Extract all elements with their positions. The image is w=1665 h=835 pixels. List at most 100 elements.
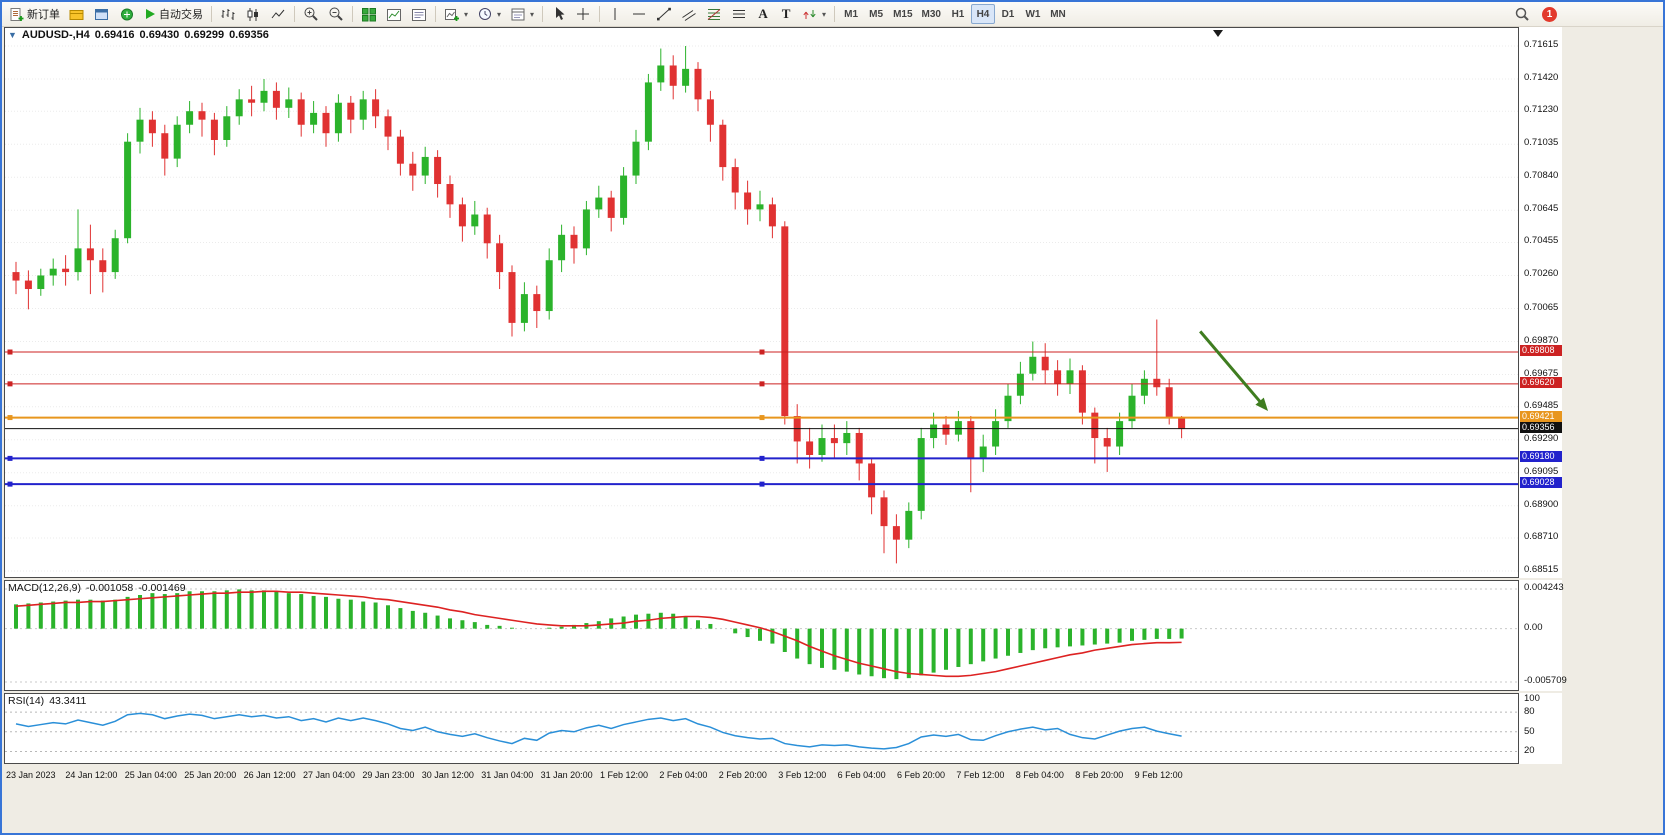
- line-handle[interactable]: [759, 415, 765, 421]
- rsi-panel: RSI(14) 43.3411 100 80 50 20: [4, 693, 1562, 764]
- candle-body: [855, 432, 863, 464]
- cursor-button[interactable]: [547, 4, 570, 24]
- line-handle[interactable]: [7, 381, 13, 387]
- timeframe-d1-button[interactable]: D1: [996, 4, 1020, 24]
- data-window-button[interactable]: [115, 4, 139, 24]
- candlestick-chart-button[interactable]: [241, 4, 265, 24]
- candle-body: [223, 116, 231, 140]
- equidistant-channel-button[interactable]: [677, 4, 701, 24]
- line-handle[interactable]: [759, 455, 765, 461]
- zoom-out-icon: [329, 7, 343, 21]
- candle-body: [520, 294, 528, 323]
- trend-arrow-line[interactable]: [1199, 330, 1264, 406]
- candle-body: [942, 424, 950, 435]
- dropdown-caret-icon: ▾: [497, 9, 502, 19]
- time-axis-label: 2 Feb 20:00: [718, 770, 767, 780]
- bar-chart-button[interactable]: [216, 4, 240, 24]
- macd-chart-svg[interactable]: [5, 581, 1518, 690]
- trend-arrow-head: [1255, 397, 1269, 412]
- candle-body: [111, 238, 119, 273]
- line-handle[interactable]: [7, 415, 13, 421]
- line-handle[interactable]: [759, 381, 765, 387]
- candlestick-chart-icon: [247, 7, 258, 21]
- timeframe-m15-button[interactable]: M15: [889, 4, 916, 24]
- macd-axis-label: 0.004243: [1524, 582, 1564, 593]
- candle-body: [186, 111, 194, 125]
- line-chart-button[interactable]: [266, 4, 290, 24]
- price-axis-label: 0.69095: [1524, 465, 1559, 477]
- profiles-button[interactable]: [65, 4, 89, 24]
- timeframe-h1-button[interactable]: H1: [946, 4, 970, 24]
- rsi-axis-label: 100: [1524, 693, 1540, 704]
- candle-body: [347, 102, 355, 120]
- candle-body: [868, 463, 876, 498]
- trendline-button[interactable]: [652, 4, 676, 24]
- auto-trading-button[interactable]: 自动交易: [140, 4, 207, 24]
- time-axis-label: 2 Feb 04:00: [659, 770, 708, 780]
- dropdown-caret-icon: ▾: [464, 9, 469, 19]
- candle-body: [12, 272, 20, 281]
- price-axis-label: 0.69675: [1524, 367, 1559, 379]
- scroll-to-end-marker[interactable]: [1213, 30, 1223, 37]
- timeframe-m5-button[interactable]: M5: [864, 4, 888, 24]
- zoom-in-button[interactable]: [299, 4, 323, 24]
- horizontal-line-button[interactable]: [627, 4, 651, 24]
- candle-body: [706, 99, 714, 125]
- candle-body: [359, 99, 367, 120]
- zoom-in-icon: [304, 7, 318, 21]
- rsi-plot-area[interactable]: [4, 693, 1519, 764]
- time-axis-label: 31 Jan 04:00: [481, 770, 534, 780]
- price-axis-label: 0.68515: [1524, 564, 1559, 575]
- rsi-chart-svg[interactable]: [5, 694, 1518, 763]
- line-handle[interactable]: [759, 349, 765, 355]
- market-watch-button[interactable]: [90, 4, 114, 24]
- time-axis[interactable]: 23 Jan 2023 24 Jan 12:00 25 Jan 04:00 25 Ja…: [4, 766, 1562, 785]
- new-indicator-window-button[interactable]: [382, 4, 406, 24]
- candle-body: [545, 260, 553, 312]
- templates-button[interactable]: ▾: [506, 4, 538, 24]
- text-label-button[interactable]: T: [775, 4, 797, 24]
- line-handle[interactable]: [7, 481, 13, 487]
- line-handle[interactable]: [7, 455, 13, 461]
- arrows-button[interactable]: ▾: [798, 4, 830, 24]
- time-axis-label: 7 Feb 12:00: [956, 770, 1005, 780]
- tile-windows-button[interactable]: [357, 4, 381, 24]
- timeframe-m1-button[interactable]: M1: [839, 4, 863, 24]
- candle-body: [483, 214, 491, 244]
- ohlc-high: 0.69430: [139, 29, 180, 41]
- timeframe-mn-button[interactable]: MN: [1046, 4, 1070, 24]
- time-axis-label: 8 Feb 04:00: [1015, 770, 1064, 780]
- new-chart-button[interactable]: ▾: [440, 4, 472, 24]
- crosshair-button[interactable]: [571, 4, 595, 24]
- line-handle[interactable]: [759, 481, 765, 487]
- fibonacci-button[interactable]: [702, 4, 726, 24]
- candle-body: [409, 163, 417, 176]
- candle-body: [161, 133, 169, 159]
- vertical-line-button[interactable]: [604, 4, 626, 24]
- candle-body: [768, 204, 776, 227]
- candle-body: [731, 167, 739, 193]
- period-button[interactable]: ▾: [473, 4, 505, 24]
- timeframe-w1-button[interactable]: W1: [1021, 4, 1045, 24]
- clock-icon: [479, 8, 492, 20]
- indicator-list-button[interactable]: [407, 4, 431, 24]
- shapes-button[interactable]: [727, 4, 751, 24]
- zoom-out-button[interactable]: [324, 4, 348, 24]
- macd-axis: 0.004243 0.00 -0.005709: [1519, 580, 1567, 691]
- notification-badge[interactable]: 1: [1542, 6, 1557, 22]
- macd-plot-area[interactable]: [4, 580, 1519, 691]
- timeframe-h4-button[interactable]: H4: [970, 4, 995, 24]
- search-button[interactable]: [1510, 4, 1534, 24]
- price-plot-area[interactable]: [4, 27, 1519, 578]
- templates-icon: [511, 8, 525, 20]
- symbol-dropdown-icon[interactable]: ▼: [8, 30, 17, 40]
- candle-body: [843, 432, 851, 444]
- new-order-button[interactable]: 新订单: [5, 4, 64, 24]
- candle-body: [781, 226, 789, 417]
- price-chart-svg[interactable]: [5, 28, 1518, 577]
- text-button[interactable]: A: [752, 4, 774, 24]
- line-handle[interactable]: [7, 349, 13, 355]
- timeframe-m30-button[interactable]: M30: [918, 4, 945, 24]
- dropdown-caret-icon: ▾: [530, 9, 535, 19]
- candle-body: [136, 119, 144, 142]
